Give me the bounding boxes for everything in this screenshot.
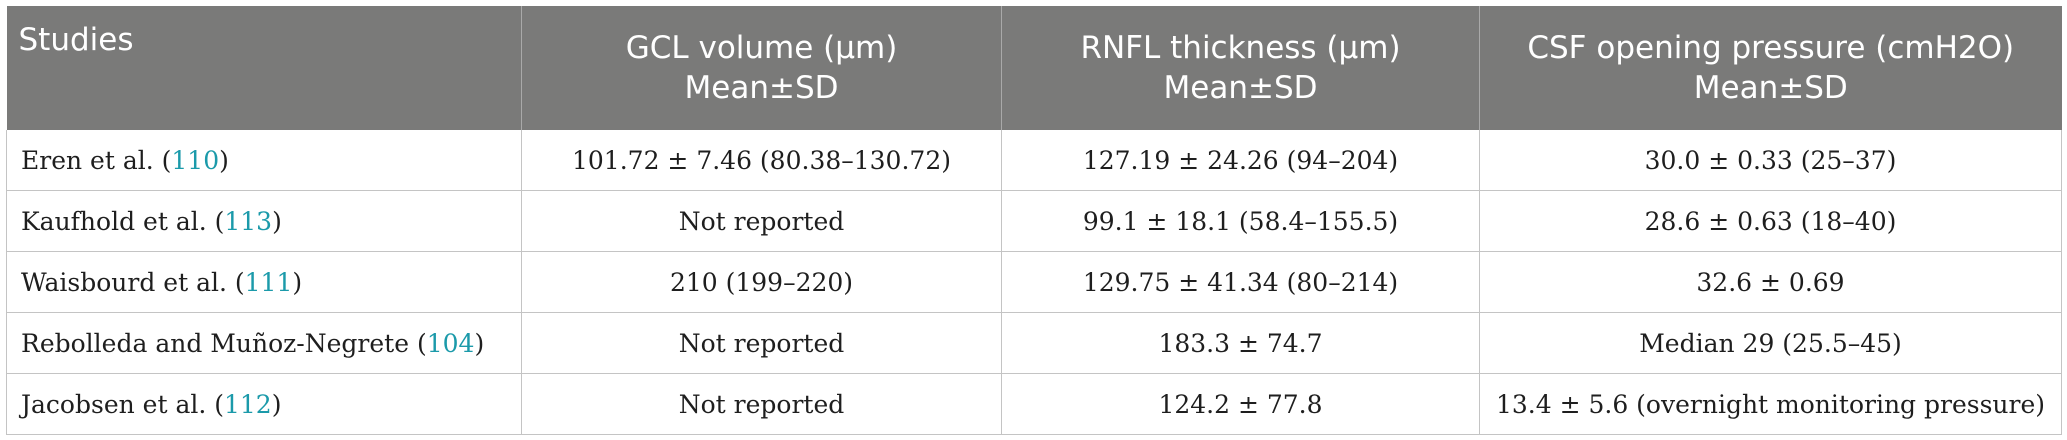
cell-csf-pressure: 30.0 ± 0.33 (25–37)	[1479, 130, 2062, 191]
cell-gcl-volume: Not reported	[521, 190, 1002, 252]
table-row: Jacobsen et al. (112) Not reported 124.2 ±…	[6, 373, 2062, 435]
study-name: Eren et al.	[21, 145, 154, 175]
header-studies-label: Studies	[18, 22, 134, 58]
cell-study: Waisbourd et al. (111)	[6, 251, 522, 313]
cell-study: Rebolleda and Muñoz-Negrete (104)	[6, 312, 522, 374]
study-name: Kaufhold et al.	[21, 206, 207, 236]
header-gcl-volume: GCL volume (μm) Mean±SD	[521, 6, 1002, 130]
reference-link[interactable]: 111	[244, 267, 293, 297]
cell-csf-pressure: Median 29 (25.5–45)	[1479, 312, 2062, 374]
cell-gcl-volume: Not reported	[521, 312, 1002, 374]
cell-csf-pressure: 28.6 ± 0.63 (18–40)	[1479, 190, 2062, 252]
header-csf-line1: CSF opening pressure (cmH2O)	[1527, 30, 2015, 66]
table-header: Studies GCL volume (μm) Mean±SD RNFL thi…	[6, 6, 2062, 130]
header-gcl-line2: Mean±SD	[684, 70, 839, 106]
header-csf-line2: Mean±SD	[1693, 70, 1848, 106]
cell-gcl-volume: Not reported	[521, 373, 1002, 435]
table-row: Rebolleda and Muñoz-Negrete (104) Not rep…	[6, 312, 2062, 374]
reference-link[interactable]: 113	[224, 206, 273, 236]
cell-rnfl-thickness: 127.19 ± 24.26 (94–204)	[1001, 130, 1480, 191]
data-table-wrapper: Studies GCL volume (μm) Mean±SD RNFL thi…	[6, 6, 2062, 435]
studies-table: Studies GCL volume (μm) Mean±SD RNFL thi…	[6, 6, 2062, 435]
table-row: Waisbourd et al. (111) 210 (199–220) 129.7…	[6, 251, 2062, 313]
header-csf-pressure: CSF opening pressure (cmH2O) Mean±SD	[1479, 6, 2062, 130]
cell-csf-pressure: 13.4 ± 5.6 (overnight monitoring pressur…	[1479, 373, 2062, 435]
cell-study: Eren et al. (110)	[6, 130, 522, 191]
table-body: Eren et al. (110) 101.72 ± 7.46 (80.38–13…	[6, 130, 2062, 435]
header-row: Studies GCL volume (μm) Mean±SD RNFL thi…	[6, 6, 2062, 130]
study-name: Rebolleda and Muñoz-Negrete	[21, 328, 410, 358]
cell-rnfl-thickness: 129.75 ± 41.34 (80–214)	[1001, 251, 1480, 313]
cell-rnfl-thickness: 124.2 ± 77.8	[1001, 373, 1480, 435]
cell-rnfl-thickness: 99.1 ± 18.1 (58.4–155.5)	[1001, 190, 1480, 252]
header-rnfl-thickness: RNFL thickness (μm) Mean±SD	[1001, 6, 1480, 130]
table-row: Eren et al. (110) 101.72 ± 7.46 (80.38–13…	[6, 130, 2062, 191]
cell-gcl-volume: 210 (199–220)	[521, 251, 1002, 313]
study-name: Waisbourd et al.	[21, 267, 227, 297]
table-row: Kaufhold et al. (113) Not reported 99.1 ± …	[6, 190, 2062, 252]
cell-study: Kaufhold et al. (113)	[6, 190, 522, 252]
cell-gcl-volume: 101.72 ± 7.46 (80.38–130.72)	[521, 130, 1002, 191]
header-rnfl-line2: Mean±SD	[1163, 70, 1318, 106]
header-studies: Studies	[6, 6, 522, 130]
reference-link[interactable]: 112	[224, 389, 272, 419]
reference-link[interactable]: 104	[426, 328, 475, 358]
study-name: Jacobsen et al.	[21, 389, 207, 419]
header-rnfl-line1: RNFL thickness (μm)	[1080, 30, 1401, 66]
header-gcl-line1: GCL volume (μm)	[625, 30, 898, 66]
cell-csf-pressure: 32.6 ± 0.69	[1479, 251, 2062, 313]
reference-link[interactable]: 110	[171, 145, 220, 175]
cell-study: Jacobsen et al. (112)	[6, 373, 522, 435]
cell-rnfl-thickness: 183.3 ± 74.7	[1001, 312, 1480, 374]
